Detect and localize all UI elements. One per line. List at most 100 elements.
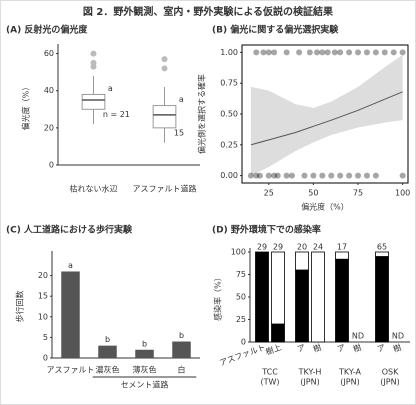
group-label: TCC (261, 368, 278, 377)
n-label: 65 (377, 243, 387, 252)
y-axis-label: 感染率（%） (213, 273, 223, 321)
point (253, 172, 260, 179)
point (283, 172, 290, 179)
y-tick-label: 20 (44, 123, 54, 132)
point (355, 172, 362, 179)
point (390, 49, 397, 56)
point (399, 172, 406, 179)
group-label: (JPN) (340, 378, 359, 387)
bar-segment (255, 251, 269, 343)
figure-title: 図 2．野外観測、室内・野外実験による仮説の検証結果 (83, 5, 334, 18)
point (346, 172, 353, 179)
bar (98, 345, 117, 358)
x-tick-label: 白 (178, 365, 186, 375)
point (346, 49, 353, 56)
letter: a (179, 95, 184, 104)
y-tick-label: 25 (236, 315, 246, 324)
point (288, 172, 295, 179)
bar-segment (271, 323, 285, 343)
letter: b (142, 339, 147, 348)
panel-title: (B) 偏光に関する偏光選択実験 (212, 24, 339, 36)
panel-title: (C) 人工道路における歩行実験 (6, 224, 133, 236)
point (301, 172, 308, 179)
point (271, 172, 278, 179)
point (337, 49, 344, 56)
point (253, 49, 260, 56)
x-tick-label: 枯れない水辺 (70, 184, 118, 194)
x-tick-label: ア (296, 343, 307, 354)
point (256, 172, 263, 179)
x-tick-label: 75 (353, 189, 363, 198)
x-tick-label: 薄灰色 (133, 365, 157, 375)
x-tick-label: 濃灰色 (96, 365, 120, 375)
y-tick-label: 0.00 (220, 171, 238, 180)
x-tick-label: 樹 (352, 342, 363, 354)
confidence-band (250, 54, 403, 176)
x-tick-label: 50 (308, 189, 318, 198)
n-label: 15 (174, 128, 184, 137)
x-tick-label: ア (336, 343, 347, 354)
n-label: 24 (313, 243, 323, 252)
group-label: (TW) (260, 378, 279, 387)
group-label: セメント道路 (121, 380, 169, 390)
y-axis-label: 歩行回数 (15, 291, 25, 323)
y-tick-label: 75 (236, 270, 246, 279)
point (324, 49, 331, 56)
n-label: 17 (337, 243, 347, 252)
point (265, 49, 272, 56)
group-label: TKY-H (298, 368, 322, 377)
group-label: (JPN) (300, 378, 319, 387)
panel-title: (D) 野外環境下での感染率 (212, 224, 321, 236)
group-label: OSK (382, 368, 399, 377)
point (381, 49, 388, 56)
y-tick-label: 20 (38, 271, 48, 280)
point (399, 49, 406, 56)
nd-label: ND (392, 332, 404, 341)
point (283, 49, 290, 56)
outlier (90, 59, 97, 66)
point (372, 172, 379, 179)
x-tick-label: アスファルト道路 (133, 184, 197, 194)
point (306, 49, 313, 56)
y-tick-label: 50 (236, 293, 246, 302)
y-tick-label: 5 (43, 333, 48, 342)
n-label: n = 21 (103, 110, 130, 119)
bar-segment (375, 251, 389, 257)
y-tick-label: 1.00 (220, 48, 238, 57)
y-tick-label: 0.75 (220, 79, 238, 88)
y-tick-label: 0.50 (220, 110, 238, 119)
nd-label: ND (352, 332, 364, 341)
y-tick-label: 40 (44, 86, 54, 95)
x-axis-label: 偏光度（%） (301, 202, 349, 212)
n-label: 20 (297, 243, 307, 252)
y-tick-label: 15 (38, 292, 48, 301)
point (337, 172, 344, 179)
point (319, 172, 326, 179)
outlier (90, 50, 97, 57)
point (372, 49, 379, 56)
point (319, 49, 326, 56)
y-tick-label: 10 (38, 312, 48, 321)
point (247, 172, 254, 179)
group-label: TKY-A (338, 368, 361, 377)
y-tick-label: 0.25 (220, 140, 238, 149)
bar-segment (335, 251, 349, 260)
x-tick-label: ア (376, 343, 387, 354)
bar (172, 341, 191, 358)
point (331, 49, 338, 56)
bar-segment (335, 258, 349, 343)
point (355, 49, 362, 56)
point (274, 172, 281, 179)
point (296, 49, 303, 56)
point (363, 172, 370, 179)
point (313, 49, 320, 56)
y-tick-label: 60 (44, 49, 54, 58)
y-axis-label: 偏光度（%） (21, 83, 31, 131)
point (260, 49, 267, 56)
y-axis-label: 偏光側を選択する確率 (197, 74, 207, 154)
letter: a (68, 261, 73, 270)
letter: b (179, 331, 184, 340)
bar-segment (295, 251, 309, 271)
box (152, 105, 177, 129)
